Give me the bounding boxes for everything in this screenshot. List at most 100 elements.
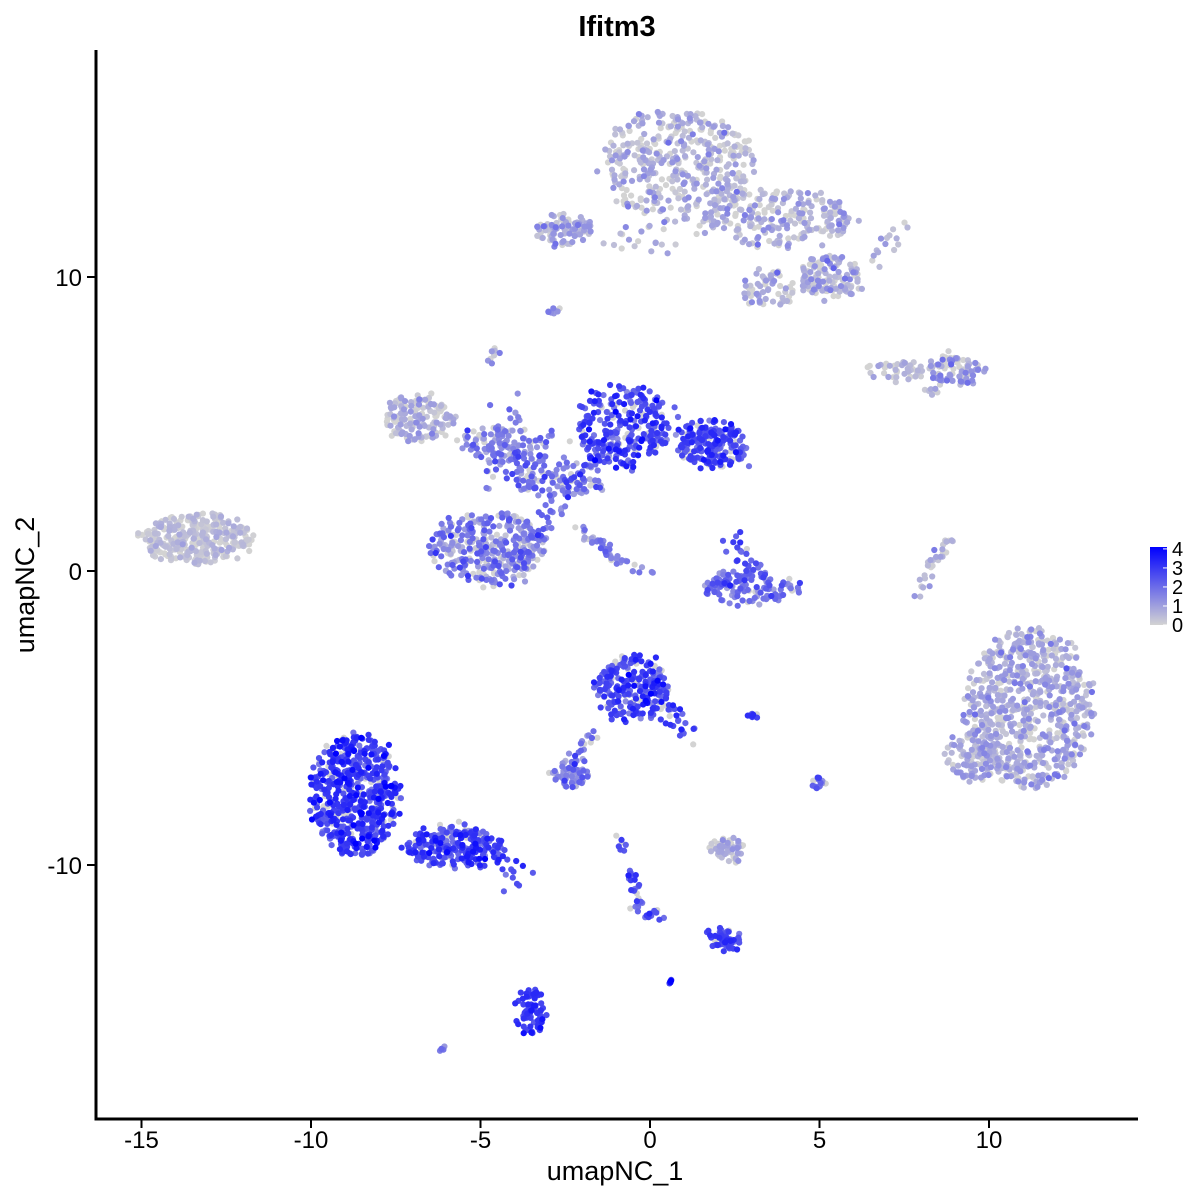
data-point [719,214,726,221]
data-point [447,523,455,530]
data-point [917,593,924,600]
data-point [722,939,729,946]
data-point [738,206,745,213]
data-point [689,176,697,183]
data-point [891,246,898,254]
data-point [1067,701,1074,708]
data-point [705,120,712,127]
data-point [1029,661,1036,668]
data-point [654,429,661,437]
data-point [590,409,598,416]
data-point [1058,661,1065,669]
data-point [727,937,734,945]
data-point [1061,773,1068,781]
data-point [368,805,375,812]
data-point [1037,688,1044,696]
data-point [144,530,151,538]
data-point [467,557,474,565]
data-point [723,163,730,170]
data-point [949,377,956,384]
data-point [641,130,648,138]
data-point [1017,768,1024,775]
data-point [787,188,794,195]
data-point [755,223,762,230]
data-point [1007,686,1014,693]
data-point [636,676,643,683]
data-point [675,717,682,725]
data-point [388,793,395,801]
data-point [824,257,831,264]
data-point [577,231,584,238]
data-point [1002,671,1009,678]
data-point [994,755,1001,762]
data-point [412,408,419,415]
data-point [729,130,736,137]
data-point [635,238,642,245]
data-point [694,154,701,161]
data-point [1041,657,1048,664]
data-point [941,750,948,758]
data-point [455,818,462,825]
data-point [672,189,679,196]
data-point [1060,700,1067,707]
data-point [662,182,670,189]
data-point [610,184,617,191]
data-point [594,734,601,741]
data-point [387,422,394,429]
data-point [813,785,820,792]
data-point [480,565,487,572]
data-point [336,846,343,853]
data-point [937,553,944,560]
data-point [1005,755,1012,762]
data-point [170,515,177,523]
data-point [510,576,518,583]
data-point [563,783,570,790]
data-point [1042,681,1049,688]
data-point [433,419,440,426]
data-point [515,482,522,489]
data-point [505,432,512,439]
data-point [812,192,819,199]
data-point [1076,751,1084,758]
data-point [335,787,342,794]
data-point [796,579,804,587]
data-point [1009,728,1016,735]
data-point [681,215,688,222]
data-point [750,168,758,175]
data-point [1060,733,1067,740]
data-point [563,772,570,779]
data-point [750,711,757,718]
data-point [624,140,631,147]
data-point [569,239,576,246]
data-point [196,540,203,547]
data-point [731,182,738,189]
data-point [1054,730,1061,737]
data-point [730,568,737,575]
data-point [533,542,541,549]
data-point [630,712,637,719]
data-point [742,277,749,284]
data-point [447,532,454,540]
data-point [734,572,741,579]
data-point [519,862,527,870]
data-point [1072,644,1079,651]
data-point [631,876,638,883]
data-point [672,218,679,225]
data-point [901,359,908,366]
data-point [328,842,335,849]
data-point [831,254,838,261]
data-point [945,348,952,355]
data-point [875,362,882,370]
data-point [960,711,967,719]
data-point [892,379,899,386]
data-point [1014,702,1021,709]
data-point [490,523,497,530]
data-point [978,685,985,692]
data-point [662,431,669,438]
data-point [321,749,328,756]
data-point [631,152,638,159]
data-point [1056,709,1063,716]
data-point [698,437,706,444]
data-point [725,571,732,578]
data-point [443,838,450,845]
